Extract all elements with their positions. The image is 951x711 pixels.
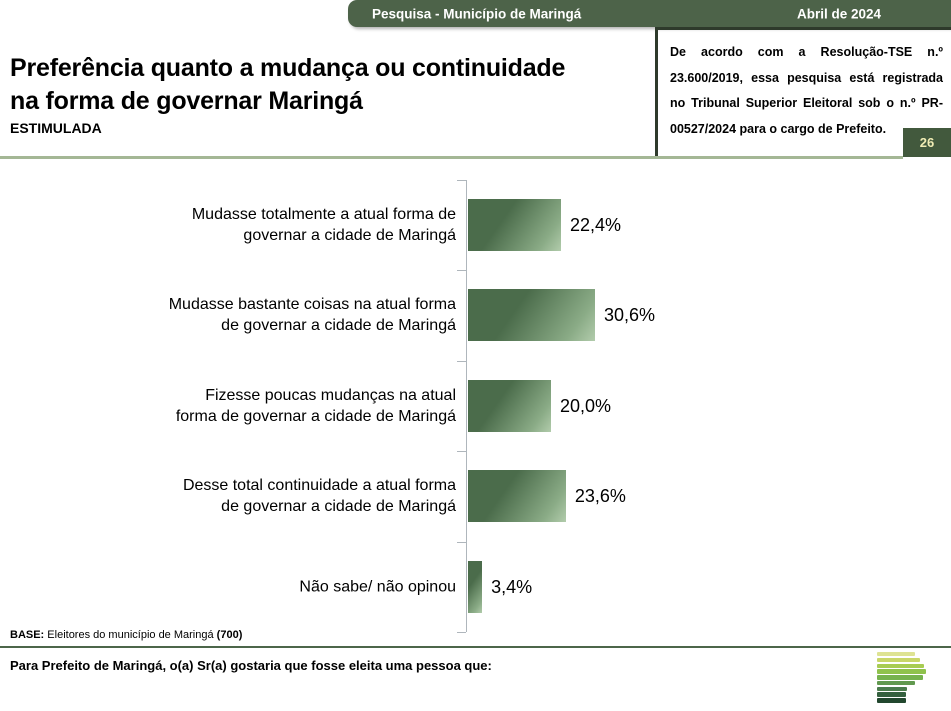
category-label-line: Mudasse totalmente a atual forma de — [191, 205, 456, 223]
bar-value-label: 22,4% — [570, 214, 622, 235]
base-note: BASE: Eleitores do município de Maringá … — [10, 629, 242, 641]
logo-bar — [877, 686, 907, 692]
bar — [468, 380, 551, 432]
axis-tick — [457, 542, 466, 543]
logo-bar — [877, 669, 926, 674]
dark-divider — [0, 646, 951, 648]
logo-bar — [877, 675, 923, 680]
category-label-line: forma de governar a cidade de Maringá — [175, 408, 456, 425]
bar-value-label: 3,4% — [491, 576, 533, 597]
page-title-line2: na forma de governar Maringá — [10, 86, 363, 115]
header-bar: Pesquisa - Município de Maringá Abril de… — [348, 0, 951, 27]
logo-bar — [877, 663, 924, 668]
header-date: Abril de 2024 — [796, 6, 881, 21]
category-label-line: de governar a cidade de Maringá — [221, 317, 456, 334]
next-question-text: Para Prefeito de Maringá, o(a) Sr(a) gos… — [10, 658, 492, 673]
category-label-line: Fizesse poucas mudanças na atual — [205, 386, 456, 404]
logo-bar — [877, 657, 920, 663]
logo-bar — [877, 692, 906, 697]
category-label-line: de governar a cidade de Maringá — [221, 498, 456, 515]
tse-notice-box: De acordo com a Resolução-TSE n.º 23.600… — [655, 27, 951, 157]
light-divider — [0, 156, 903, 159]
base-prefix: BASE: — [10, 629, 45, 641]
bar-value-label: 20,0% — [560, 395, 612, 416]
base-text: Eleitores do município de Maringá — [44, 629, 217, 641]
category-label-line: Desse total continuidade a atual forma — [182, 476, 456, 494]
logo-bar — [877, 652, 915, 657]
category-label: Mudasse bastante coisas na atual forma d… — [40, 294, 456, 336]
axis-tick — [457, 451, 466, 452]
header-survey-title: Pesquisa - Município de Maringá — [372, 6, 582, 21]
logo-bar — [877, 680, 915, 686]
bar-area: 23,6% — [468, 470, 626, 522]
bar-area: 22,4% — [468, 199, 621, 251]
chart-row: Não sabe/ não opinou 3,4% — [0, 542, 951, 632]
axis-tick — [457, 361, 466, 362]
bar — [468, 199, 561, 251]
chart-row: Mudasse totalmente a atual forma de gove… — [0, 180, 951, 270]
chart-row: Desse total continuidade a atual forma d… — [0, 451, 951, 541]
category-label-line: Mudasse bastante coisas na atual forma — [168, 295, 456, 313]
category-label-line: Não sabe/ não opinou — [299, 578, 456, 596]
bar-area: 3,4% — [468, 561, 532, 613]
category-label: Fizesse poucas mudanças na atual forma d… — [40, 385, 456, 427]
axis-tick — [457, 270, 466, 271]
category-label: Desse total continuidade a atual forma d… — [40, 475, 456, 517]
bar — [468, 289, 595, 341]
bar — [468, 561, 483, 613]
page-title-line1: Preferência quanto a mudança ou continui… — [10, 54, 566, 82]
bar — [468, 470, 566, 522]
category-label: Mudasse totalmente a atual forma de gove… — [40, 204, 456, 246]
category-label: Não sabe/ não opinou — [40, 576, 456, 597]
page-subtitle: ESTIMULADA — [10, 120, 102, 136]
chart-row: Mudasse bastante coisas na atual forma d… — [0, 270, 951, 360]
base-count: (700) — [216, 629, 243, 641]
page-title: Preferência quanto a mudança ou continui… — [10, 52, 655, 117]
bar-area: 30,6% — [468, 289, 655, 341]
logo-bar — [877, 698, 906, 703]
bar-value-label: 23,6% — [574, 485, 626, 506]
axis-tick — [457, 180, 466, 181]
axis-tick — [457, 632, 466, 633]
bar-value-label: 30,6% — [604, 304, 656, 325]
bar-area: 20,0% — [468, 380, 611, 432]
title-block: Preferência quanto a mudança ou continui… — [10, 52, 655, 136]
parana-pesquisas-logo — [877, 652, 929, 706]
category-label-line: governar a cidade de Maringá — [243, 227, 456, 244]
chart-row: Fizesse poucas mudanças na atual forma d… — [0, 361, 951, 451]
page-number-badge: 26 — [903, 128, 951, 157]
tse-notice-text: De acordo com a Resolução-TSE n.º 23.600… — [670, 45, 943, 136]
category-axis — [466, 180, 467, 632]
